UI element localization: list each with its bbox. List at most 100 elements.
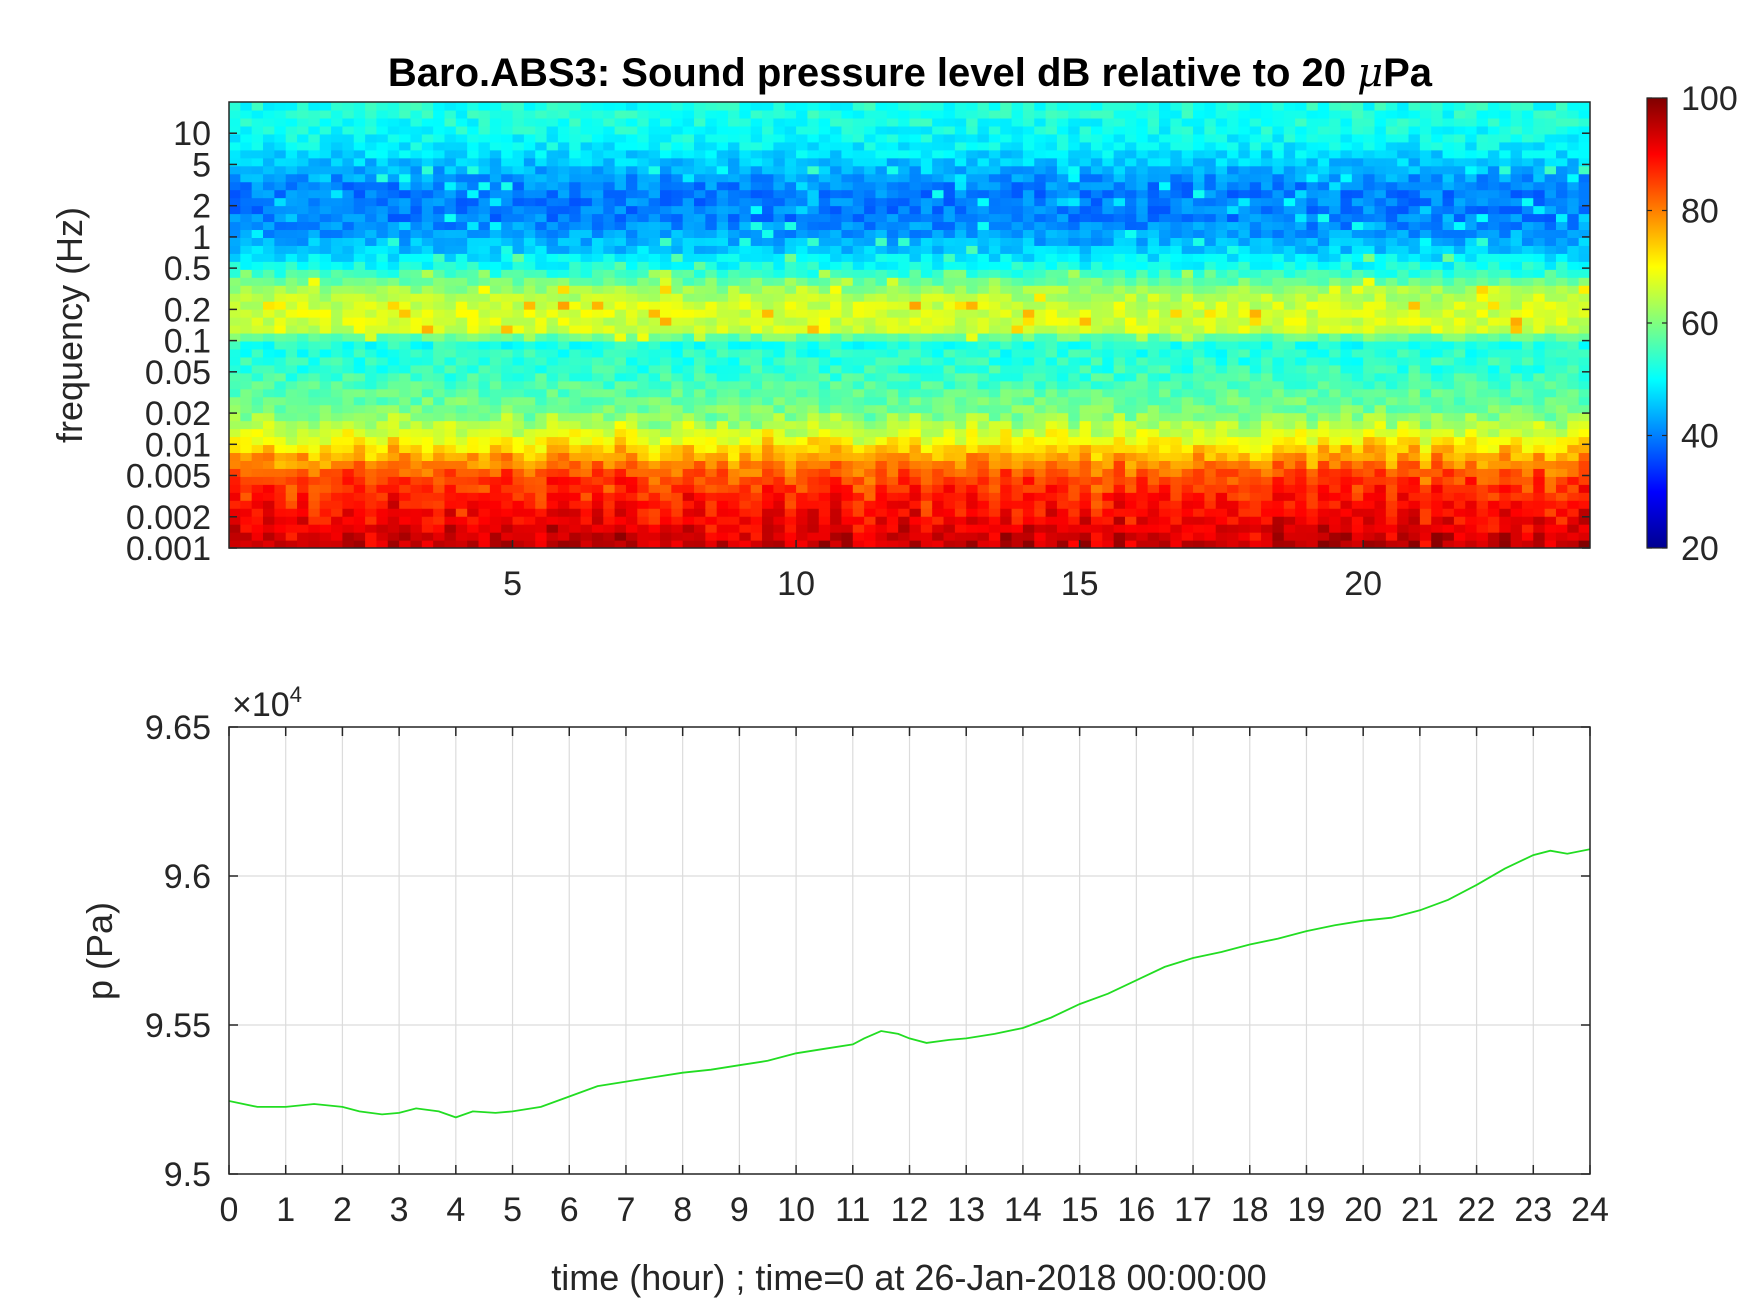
spectrogram-cell (387, 237, 400, 246)
spectrogram-cell (1193, 540, 1205, 548)
spectrogram-cell (331, 165, 344, 175)
spectrogram-cell (898, 524, 911, 533)
spectrogram-cell (830, 388, 843, 398)
spectrogram-cell (977, 285, 990, 294)
spectrogram-cell (1170, 109, 1183, 119)
spectrogram-cell (818, 261, 831, 270)
spectrogram-cell (501, 340, 514, 350)
spectrogram-cell (852, 540, 865, 548)
spectrogram-cell (886, 508, 899, 517)
spectrogram-cell (1079, 141, 1092, 151)
spectrogram-cell (489, 125, 502, 135)
spectrogram-cell (603, 197, 616, 207)
spectrogram-cell (796, 332, 809, 342)
spectrogram-cell (1124, 301, 1137, 310)
spectrogram-cell (319, 524, 332, 533)
spectrogram-cell (410, 277, 423, 286)
spectrogram-cell (297, 516, 309, 525)
spectrogram-cell (1079, 173, 1092, 183)
spectrogram-cell (659, 197, 672, 207)
spectrogram-cell (240, 524, 253, 533)
spectrogram-cell (807, 317, 820, 326)
spectrogram-cell (1045, 420, 1058, 430)
spectrogram-cell (342, 364, 355, 374)
spectrogram-cell (932, 500, 945, 509)
spectrogram-cell (762, 396, 774, 406)
spectrogram-cell (943, 229, 956, 238)
spectrogram-cell (762, 540, 774, 548)
spectrogram-cell (705, 372, 718, 382)
spectrogram-cell (229, 109, 241, 119)
spectrogram-cell (739, 508, 752, 517)
spectrogram-cell (1170, 428, 1183, 438)
spectrogram-cell (376, 492, 389, 501)
spectrogram-cell (659, 261, 672, 270)
spectrogram-cell (274, 285, 287, 294)
spectrogram-cell (1227, 396, 1240, 406)
spectrogram-cell (886, 396, 899, 406)
spectrogram-cell (229, 117, 241, 127)
spectrogram-cell (410, 500, 423, 509)
spectrogram-cell (1136, 540, 1149, 548)
spectrogram-cell (966, 540, 979, 548)
spectrogram-cell (512, 173, 525, 183)
spectrogram-cell (625, 229, 638, 238)
spectrogram-cell (1136, 317, 1149, 326)
spectrogram-cell (1147, 428, 1160, 438)
spectrogram-cell (807, 476, 820, 485)
spectrogram-cell (920, 516, 933, 525)
spectrogram-cell (852, 476, 865, 485)
spectrogram-cell (1170, 197, 1183, 207)
spectrogram-cell (557, 460, 570, 469)
spectrogram-cell (750, 189, 763, 199)
spectrogram-cell (898, 428, 911, 438)
spectrogram-cell (637, 102, 650, 111)
spectrogram-cell (251, 428, 264, 438)
spectrogram-cell (1011, 245, 1024, 254)
spectrogram-cell (399, 468, 412, 477)
spectrogram-cell (818, 436, 831, 446)
spectrogram-cell (739, 444, 752, 454)
spectrogram-cell (1136, 293, 1149, 302)
spectrogram-cell (1215, 213, 1228, 223)
spectrogram-cell (1113, 348, 1126, 358)
spectrogram-cell (694, 348, 706, 358)
spectrogram-cell (580, 436, 593, 446)
spectrogram-cell (308, 109, 321, 119)
spectrogram-cell (671, 364, 684, 374)
spectrogram-cell (796, 460, 809, 469)
spectrogram-cell (319, 476, 332, 485)
spectrogram-cell (319, 420, 332, 430)
spectrogram-cell (557, 245, 570, 254)
spectrogram-cell (682, 476, 695, 485)
spectrogram-cell (297, 452, 309, 461)
spectrogram-cell (864, 325, 877, 334)
spectrogram-cell (773, 102, 786, 111)
spectrogram-cell (1159, 356, 1171, 366)
spectrogram-cell (1034, 117, 1047, 127)
spectrogram-cell (705, 125, 718, 135)
spectrogram-cell (444, 269, 457, 278)
spectrogram-cell (648, 484, 661, 493)
spectrogram-cell (762, 500, 774, 509)
spectrogram-cell (263, 317, 275, 326)
spectrogram-cell (1170, 181, 1183, 191)
spectrogram-cell (421, 380, 434, 390)
spectrogram-cell (263, 412, 275, 422)
spectrogram-cell (535, 468, 548, 477)
spectrogram-cell (1204, 205, 1217, 215)
spectrogram-cell (387, 229, 400, 238)
spectrogram-cell (1079, 348, 1092, 358)
spectrogram-cell (433, 141, 446, 151)
spectrogram-cell (637, 380, 650, 390)
spectrogram-cell (614, 500, 627, 509)
spectrogram-cell (342, 396, 355, 406)
spectrogram-cell (875, 317, 888, 326)
spectrogram-cell (546, 285, 559, 294)
spectrogram-cell (694, 460, 706, 469)
spectrogram-cell (523, 253, 536, 262)
spectrogram-cell (501, 221, 514, 231)
spectrogram-cell (376, 404, 389, 414)
spectrogram-cell (580, 157, 593, 167)
spectrogram-cell (898, 221, 911, 231)
